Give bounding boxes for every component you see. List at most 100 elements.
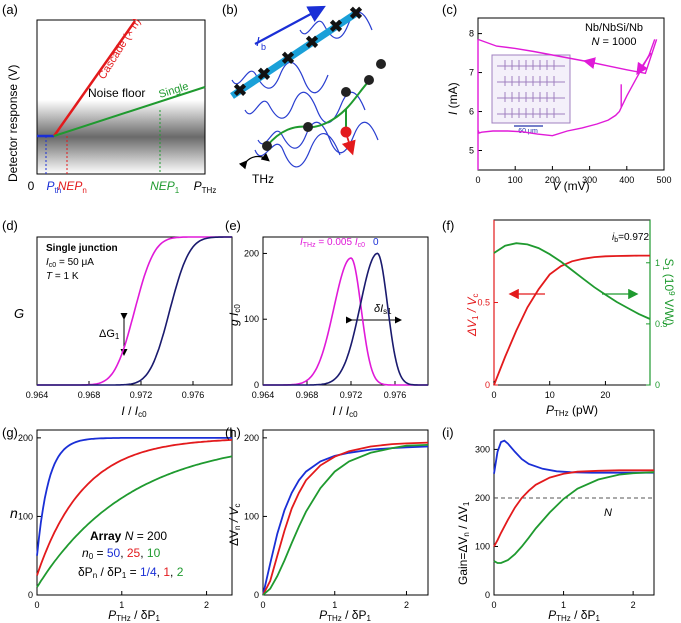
i-series (493, 439, 655, 564)
plot-frame-e (262, 236, 429, 386)
d-delta-label: ΔG1 (99, 328, 120, 341)
panel-label-b: (b) (222, 2, 238, 17)
g-series (36, 436, 233, 588)
plot-frame-h (262, 429, 429, 596)
plot-frame-d (36, 236, 233, 386)
bias-label: I (256, 34, 260, 49)
f-right-ytick-label-1: 0.5 (655, 319, 668, 329)
d-xlabel: I / Ic0 (121, 404, 147, 419)
f-left-ytick-label-1: 0.5 (477, 298, 490, 308)
bias-label-sub: b (261, 42, 266, 52)
e-ytick-label-2: 200 (244, 248, 259, 258)
f-annot: ib=0.972 (612, 232, 649, 244)
potential-waves (231, 11, 379, 168)
f-series-0 (493, 254, 650, 386)
c-ytick-label-0: 5 (469, 146, 474, 156)
g-ytick-label-0: 0 (28, 590, 33, 600)
e-xtick-label-0: 0.964 (252, 390, 275, 400)
c-series-1 (477, 38, 658, 75)
noise-floor-band (37, 100, 205, 174)
panel-d: (d) G Single junction Ic0 = 50 μA T = 1 … (2, 218, 233, 419)
a-xtick-label-4: PTHz (194, 179, 217, 195)
e-ytick-label-0: 0 (254, 380, 259, 390)
d-series (37, 236, 232, 386)
f-series-1 (493, 242, 651, 320)
c-title: Nb/NbSi/Nb (585, 22, 643, 34)
panel-label-g: (g) (2, 425, 18, 440)
h-xtick-label-2: 2 (404, 600, 409, 610)
c-subtitle-n: N (592, 36, 600, 48)
d-annot-ic0: Ic0 = 50 μA (46, 257, 94, 269)
c-ylabel-var: I (446, 111, 460, 115)
c-ticks: 0 100 200 300 400 500 5 6 7 8 (469, 29, 672, 185)
c-xlabel: V (mV) (552, 179, 589, 193)
c-ylabel-unit: (mA) (446, 82, 460, 111)
c-xtick-label-2: 200 (545, 175, 560, 185)
panel-f: (f) ib=0.972 0 10 20 0 0.5 0 0.5 1 ΔV1 / Vc S1 … (442, 218, 676, 418)
h-series (262, 441, 429, 596)
h-xtick-label-0: 0 (260, 600, 265, 610)
e-series-1 (263, 252, 428, 386)
svg-text:✖: ✖ (329, 17, 343, 36)
h-series-1 (262, 441, 429, 596)
f-left-ytick-label-0: 0 (485, 380, 490, 390)
g-ytick-label-2: 200 (18, 433, 33, 443)
panel-label-f: (f) (442, 218, 454, 233)
e-series-0 (263, 257, 428, 386)
i-ytick-label-3: 300 (475, 444, 490, 454)
plot-frame-f (493, 219, 651, 386)
c-subtitle: N = 1000 (592, 36, 637, 48)
cascade-label: Cascade (× n) (96, 16, 143, 81)
panel-i: (i) Gain=ΔVn / ΔV1 0 1 2 0 100 200 300 N PTHz … (442, 425, 655, 623)
d-ylabel: G (14, 306, 24, 321)
g-ytick-label-1: 100 (18, 511, 33, 521)
bias-arrow (254, 5, 326, 45)
panel-g: (g) n 0 1 2 0 100 200 Array N = 200 n0 = 50, … (2, 425, 233, 623)
panel-e: (e) g Ic0 ITHz = 0.005 Ic0 0 δIs1 0.964 0.… (225, 218, 429, 419)
c-xtick-label-3: 300 (582, 175, 597, 185)
d-series-1 (37, 236, 232, 386)
noise-floor-label: Noise floor (88, 86, 145, 100)
c-series (477, 38, 658, 170)
svg-text:✖: ✖ (305, 33, 319, 52)
h-ylabel: ΔVn / Vc (227, 504, 242, 547)
e-ticks: 0.964 0.968 0.972 0.976 0 100 200 (244, 248, 406, 400)
c-xlabel-unit: (mV) (560, 179, 589, 193)
panel-label-i: (i) (442, 425, 454, 440)
svg-text:✖: ✖ (257, 65, 271, 84)
i-xlabel: PTHz / δP1 (548, 608, 600, 623)
e-xtick-label-3: 0.976 (384, 390, 407, 400)
panel-h: (h) ΔVn / Vc 0 1 2 0 100 200 PTHz / δP1 (225, 425, 429, 623)
a-xtick-label-0: 0 (28, 179, 35, 193)
thz-label: THz (252, 172, 274, 186)
f-right-ytick-label-0: 0 (655, 380, 660, 390)
i-ytick-label-1: 100 (475, 541, 490, 551)
i-ytick-label-2: 200 (475, 493, 490, 503)
i-series-1 (493, 469, 654, 547)
i-series-2 (493, 471, 655, 564)
f-xtick-label-0: 0 (491, 390, 496, 400)
d-xtick-label-2: 0.972 (130, 390, 153, 400)
panel-a: (a) Detector response (V) Noise floor Ca… (2, 2, 216, 195)
h-xtick-label-1: 1 (332, 600, 337, 610)
e-delta-label: δIs1 (374, 303, 392, 316)
y-axis-label-a: Detector response (V) (6, 65, 20, 182)
c-ylabel: I (mA) (446, 82, 460, 115)
f-xlabel: PTHz (pW) (546, 403, 598, 418)
d-xtick-label-0: 0.964 (26, 390, 49, 400)
svg-text:✖: ✖ (349, 4, 363, 23)
panel-label-a: (a) (2, 2, 18, 17)
phase-trajectory (266, 79, 371, 147)
phase-particles (262, 59, 386, 151)
h-ytick-label-2: 200 (244, 433, 259, 443)
c-direction-arrow-2 (582, 57, 596, 69)
c-subtitle-value: = 1000 (599, 36, 636, 48)
c-xtick-label-5: 500 (656, 175, 671, 185)
d-xtick-label-3: 0.976 (182, 390, 205, 400)
e-series (263, 252, 428, 386)
h-xlabel: PTHz / δP1 (319, 608, 371, 623)
c-ytick-label-2: 7 (469, 68, 474, 78)
e-xtick-label-2: 0.972 (340, 390, 363, 400)
i-xtick-label-2: 2 (631, 600, 636, 610)
